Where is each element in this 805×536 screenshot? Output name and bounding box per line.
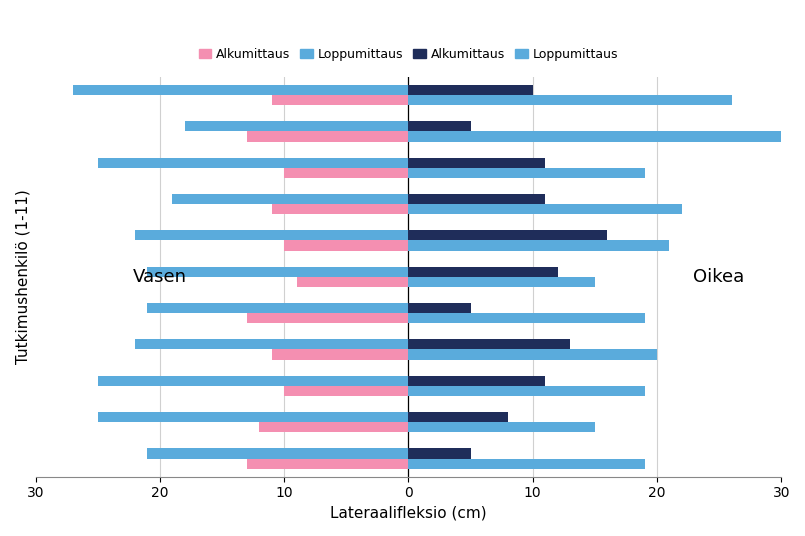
Bar (97, 376, 408, 386)
Bar (408, 230, 607, 241)
Bar (408, 349, 657, 360)
Bar (247, 131, 408, 142)
Bar (408, 131, 781, 142)
Bar (408, 168, 645, 178)
Bar (184, 121, 408, 131)
Bar (147, 449, 408, 458)
Bar (408, 158, 545, 168)
Bar (408, 386, 645, 396)
Bar (72, 85, 408, 95)
Bar (147, 303, 408, 313)
Bar (408, 241, 670, 251)
Bar (408, 95, 732, 105)
Bar (147, 266, 408, 277)
Bar (284, 168, 408, 178)
Bar (408, 277, 595, 287)
Bar (284, 241, 408, 251)
Bar (408, 449, 471, 458)
Bar (408, 458, 645, 468)
Bar (272, 349, 408, 360)
Bar (284, 386, 408, 396)
Bar (408, 204, 682, 214)
Legend: Alkumittaus, Loppumittaus, Alkumittaus, Loppumittaus: Alkumittaus, Loppumittaus, Alkumittaus, … (194, 43, 623, 66)
Bar (408, 121, 471, 131)
Bar (272, 204, 408, 214)
Bar (172, 194, 408, 204)
Bar (408, 313, 645, 323)
Bar (408, 339, 570, 349)
Bar (135, 339, 408, 349)
Bar (408, 422, 595, 433)
Bar (135, 230, 408, 241)
Bar (408, 85, 533, 95)
Text: Vasen: Vasen (133, 268, 187, 286)
Bar (408, 266, 558, 277)
X-axis label: Lateraalifleksio (cm): Lateraalifleksio (cm) (330, 506, 487, 521)
Bar (408, 412, 508, 422)
Bar (97, 158, 408, 168)
Bar (408, 194, 545, 204)
Bar (408, 303, 471, 313)
Text: Oikea: Oikea (693, 268, 745, 286)
Bar (259, 422, 408, 433)
Bar (247, 458, 408, 468)
Bar (97, 412, 408, 422)
Bar (296, 277, 408, 287)
Y-axis label: Tutkimushenkilö (1-11): Tutkimushenkilö (1-11) (15, 189, 30, 364)
Bar (272, 95, 408, 105)
Bar (408, 376, 545, 386)
Bar (247, 313, 408, 323)
